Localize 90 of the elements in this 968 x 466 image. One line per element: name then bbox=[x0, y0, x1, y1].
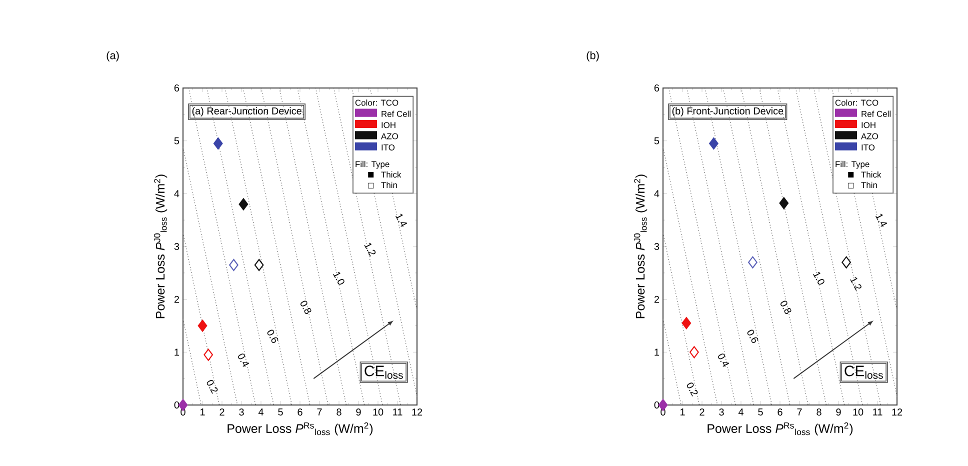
annotation: 1.0 bbox=[813, 272, 824, 285]
x-tick-label: 5 bbox=[278, 408, 283, 416]
x-tick-label: 2 bbox=[700, 408, 704, 416]
annotation: Fill: Type bbox=[356, 160, 390, 169]
x-tick-label: 3 bbox=[719, 408, 724, 416]
x-tick-label: 8 bbox=[336, 408, 342, 416]
point bbox=[238, 198, 248, 210]
legend-label: AZO bbox=[861, 133, 878, 140]
point bbox=[709, 137, 718, 150]
annotation: Thick bbox=[381, 171, 402, 178]
x-tick-label: 6 bbox=[778, 408, 782, 416]
y-tick-label: 0 bbox=[654, 401, 660, 409]
point bbox=[690, 346, 699, 358]
x-axis-title: Power Loss P$^{Rs}$$_{loss}$ (W/m$^{2}$) bbox=[228, 422, 373, 436]
legend-label: ITO bbox=[862, 144, 875, 150]
legend-label: ITO bbox=[382, 144, 395, 150]
annotation: 1.2 bbox=[850, 277, 862, 291]
y-axis-title: Power Loss P$^{J0}$$_{loss}$ (W/m$^{2}$) bbox=[154, 174, 168, 318]
annotation: 0.6 bbox=[267, 330, 278, 343]
legend-title: Color: TCO bbox=[835, 100, 878, 106]
legend-label: IOH bbox=[382, 122, 396, 128]
annotation: 0.2 bbox=[206, 380, 218, 394]
y-tick-label: 2 bbox=[654, 296, 659, 303]
x-tick-label: 10 bbox=[373, 408, 384, 416]
y-tick-label: 4 bbox=[654, 190, 660, 198]
annotation: CE$_{loss}$ bbox=[844, 366, 883, 379]
y-tick-label: 1 bbox=[174, 348, 180, 356]
annotation: Thin bbox=[861, 182, 877, 188]
x-tick-label: 9 bbox=[356, 408, 361, 416]
legend-label: IOH bbox=[862, 122, 876, 128]
annotation: 0.2 bbox=[686, 382, 698, 396]
chart-title: (a) bbox=[106, 51, 119, 62]
point bbox=[198, 320, 208, 332]
annotation: 1.0 bbox=[333, 272, 344, 285]
annotation: CE$_{loss}$ bbox=[364, 366, 403, 379]
legend-label: AZO bbox=[381, 133, 398, 140]
x-tick-label: 2 bbox=[220, 408, 224, 416]
point bbox=[229, 258, 238, 272]
y-tick-label: 4 bbox=[174, 190, 180, 198]
point bbox=[213, 137, 223, 150]
x-tick-label: 12 bbox=[412, 408, 422, 416]
x-tick-label: 11 bbox=[873, 408, 882, 416]
x-tick-label: 9 bbox=[836, 408, 841, 416]
legend-label: Ref Cell bbox=[862, 110, 891, 117]
x-tick-label: 4 bbox=[258, 408, 264, 416]
x-tick-label: 4 bbox=[738, 408, 744, 416]
legend-label: Ref Cell bbox=[382, 110, 411, 117]
annotation: 1.4 bbox=[875, 214, 888, 227]
y-tick-label: 6 bbox=[174, 84, 180, 92]
point bbox=[748, 256, 758, 268]
x-tick-label: 3 bbox=[239, 408, 244, 416]
legend-title: Color: TCO bbox=[355, 100, 398, 106]
annotation: 0.4 bbox=[238, 354, 250, 367]
y-tick-label: 6 bbox=[654, 84, 660, 92]
point bbox=[682, 317, 692, 330]
chart-title: (b) bbox=[586, 51, 599, 62]
y-axis-title: Power Loss P$^{J0}$$_{loss}$ (W/m$^{2}$) bbox=[634, 174, 648, 318]
x-tick-label: 6 bbox=[298, 408, 302, 416]
annotation: 0.6 bbox=[747, 330, 758, 343]
x-tick-label: 1 bbox=[200, 408, 205, 416]
x-axis-title: Power Loss P$^{Rs}$$_{loss}$ (W/m$^{2}$) bbox=[708, 422, 853, 436]
annotation: Thick bbox=[861, 171, 882, 178]
x-tick-label: 5 bbox=[758, 408, 763, 416]
point bbox=[779, 197, 789, 210]
y-tick-label: 3 bbox=[654, 242, 660, 250]
annotation: 1.4 bbox=[395, 214, 408, 227]
annotation: 1.2 bbox=[364, 242, 376, 256]
point bbox=[204, 348, 214, 361]
x-tick-label: 7 bbox=[797, 408, 802, 416]
point bbox=[842, 256, 851, 268]
x-tick-label: 11 bbox=[393, 408, 402, 416]
x-tick-label: 1 bbox=[680, 408, 685, 416]
y-tick-label: 3 bbox=[174, 242, 180, 250]
y-tick-label: 2 bbox=[174, 296, 179, 303]
annotation: (a) Rear-Junction Device bbox=[192, 107, 302, 116]
y-tick-label: 1 bbox=[654, 348, 660, 356]
y-tick-label: 0 bbox=[174, 401, 180, 409]
annotation: Thin bbox=[381, 182, 397, 188]
annotation: 0.8 bbox=[780, 300, 792, 314]
annotation: 0.8 bbox=[300, 300, 312, 314]
x-tick-label: 7 bbox=[317, 408, 322, 416]
annotation: Fill: Type bbox=[836, 160, 870, 169]
y-tick-label: 5 bbox=[654, 137, 660, 144]
y-tick-label: 5 bbox=[174, 137, 180, 144]
point bbox=[254, 258, 264, 272]
annotation: (b) Front-Junction Device bbox=[672, 107, 784, 116]
x-tick-label: 8 bbox=[816, 408, 822, 416]
x-tick-label: 10 bbox=[853, 408, 864, 416]
x-tick-label: 12 bbox=[892, 408, 902, 416]
annotation: 0.4 bbox=[718, 354, 730, 367]
